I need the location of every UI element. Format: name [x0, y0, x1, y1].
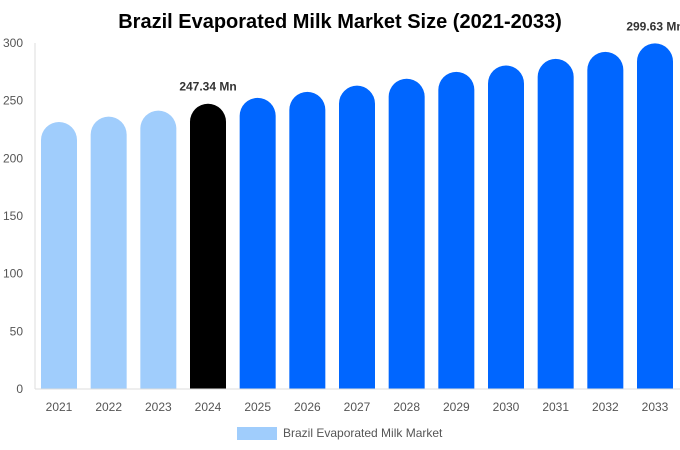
y-axis: 0 50 100 150 200 250 300 [3, 36, 36, 396]
y-tick-label: 100 [3, 267, 23, 281]
x-tick-label: 2033 [642, 400, 669, 414]
bar-2033[interactable] [637, 43, 673, 390]
data-label: 299.63 Mn [626, 19, 680, 33]
bar-2030[interactable] [488, 65, 524, 390]
data-labels: 247.34 Mn 299.63 Mn [179, 19, 680, 93]
y-tick-label: 300 [3, 36, 23, 50]
bar-2025[interactable] [239, 97, 276, 389]
y-tick-label: 0 [16, 382, 23, 396]
x-axis: 2021 2022 2023 2024 2025 2026 2027 2028 2029 2030… [35, 388, 680, 414]
x-tick-label: 2024 [195, 400, 222, 414]
legend-label: Brazil Evaporated Milk Market [283, 426, 443, 440]
x-tick-label: 2032 [592, 400, 619, 414]
x-tick-label: 2030 [493, 400, 520, 414]
x-tick-label: 2023 [145, 400, 172, 414]
bar-2028[interactable] [388, 78, 425, 389]
bar-2021[interactable] [41, 122, 77, 389]
x-tick-label: 2027 [344, 400, 371, 414]
bar-2024[interactable] [190, 103, 226, 390]
y-tick-label: 250 [3, 94, 23, 108]
x-tick-label: 2031 [542, 400, 569, 414]
x-tick-label: 2026 [294, 400, 321, 414]
bar-2029[interactable] [438, 71, 475, 389]
x-tick-label: 2028 [393, 400, 420, 414]
y-tick-label: 50 [10, 324, 24, 338]
legend[interactable]: Brazil Evaporated Milk Market [237, 426, 443, 440]
bars [41, 43, 673, 390]
bar-2026[interactable] [289, 91, 326, 389]
data-label: 247.34 Mn [179, 80, 236, 94]
y-tick-label: 150 [3, 209, 23, 223]
chart-title: Brazil Evaporated Milk Market Size (2021… [118, 11, 562, 33]
legend-swatch [237, 427, 277, 440]
x-tick-label: 2022 [95, 400, 122, 414]
bar-2031[interactable] [537, 58, 574, 389]
x-tick-label: 2029 [443, 400, 470, 414]
bar-2022[interactable] [90, 116, 127, 389]
bar-2023[interactable] [140, 110, 177, 390]
bar-2027[interactable] [339, 85, 375, 389]
y-tick-label: 200 [3, 151, 23, 165]
bar-2032[interactable] [587, 51, 624, 389]
x-tick-label: 2025 [244, 400, 271, 414]
x-tick-label: 2021 [46, 400, 73, 414]
